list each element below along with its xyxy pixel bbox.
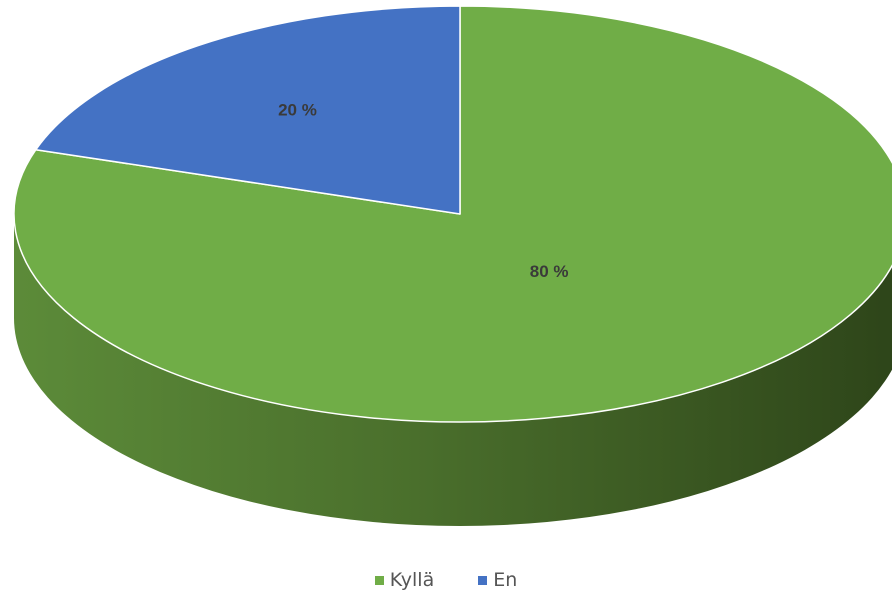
legend-item-en: En	[478, 569, 517, 591]
legend-label-kylla: Kyllä	[389, 569, 435, 591]
legend-swatch-en	[478, 575, 488, 585]
pie-side-wall	[14, 214, 892, 526]
legend-item-kylla: Kyllä	[374, 569, 435, 591]
slice-kylla	[13, 5, 892, 423]
data-label-kylla: 80 %	[530, 262, 569, 281]
legend: Kyllä En	[0, 560, 892, 600]
legend-swatch-kylla	[374, 575, 384, 585]
slice-en	[35, 5, 461, 215]
legend-label-en: En	[493, 569, 518, 591]
data-label-en: 20 %	[278, 101, 317, 120]
